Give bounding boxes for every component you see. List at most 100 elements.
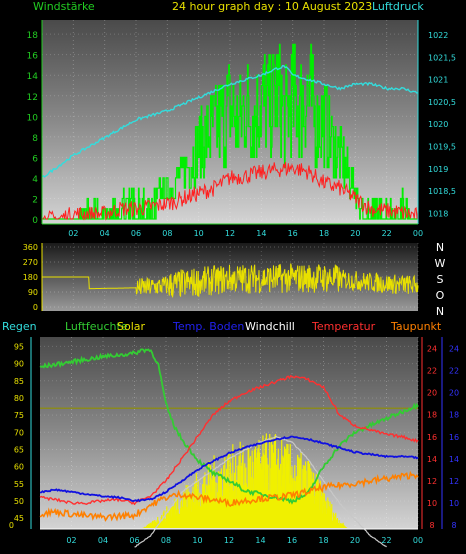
- temp-time-tick-label: 02: [66, 536, 76, 545]
- pressure-tick-label: 1018: [428, 210, 448, 219]
- soil-temp-tick-label: 14: [449, 455, 459, 464]
- temp-time-tick-label: 14: [255, 536, 265, 545]
- compass-label: S: [437, 273, 444, 286]
- soil-temp-tick-label: 24: [449, 345, 459, 354]
- soil-temp-tick-label: 16: [449, 433, 459, 442]
- temperature-tick-label: 18: [427, 411, 437, 420]
- time-tick-label: 18: [319, 229, 329, 238]
- humidity-tick-label: 85: [14, 377, 24, 386]
- time-tick-label: 08: [162, 229, 172, 238]
- humidity-tick-label: 70: [14, 428, 24, 437]
- wind-axis-title: Windstärke: [33, 0, 95, 13]
- wind-gust-line: [42, 43, 418, 220]
- pressure-tick-label: 1021: [428, 76, 448, 85]
- soil-temp-tick-label: 18: [449, 411, 459, 420]
- humidity-tick-label: 75: [14, 411, 24, 420]
- humidity-tick-label: 60: [14, 463, 24, 472]
- compass-label: N: [436, 241, 444, 254]
- temperature-tick-label: 12: [427, 477, 437, 486]
- temp-time-tick-label: 06: [129, 536, 139, 545]
- direction-tick-label: 0: [33, 303, 38, 312]
- wind-tick-label: 12: [27, 93, 38, 103]
- legend-luftfeuchte: Luftfeuchte: [65, 320, 128, 333]
- direction-tick-label: 360: [23, 243, 38, 252]
- temp-time-tick-label: 12: [224, 536, 234, 545]
- temperature-tick-label: 14: [427, 455, 437, 464]
- dewpoint-line: [39, 470, 419, 522]
- temperature-tick-label: 20: [427, 389, 437, 398]
- wind-tick-label: 2: [32, 195, 38, 205]
- direction-tick-label: 180: [23, 273, 38, 282]
- temperature-tick-label: 24: [427, 345, 437, 354]
- time-tick-label: 02: [68, 229, 78, 238]
- wind-average-line: [42, 162, 419, 221]
- humidity-tick-label: 65: [14, 445, 24, 454]
- pressure-tick-label: 1018,5: [428, 187, 456, 196]
- soil-temp-tick-label: 8: [451, 521, 456, 530]
- temperature-line: [39, 374, 419, 506]
- compass-label: O: [436, 289, 445, 302]
- windchill-line: [134, 435, 387, 548]
- compass-label: W: [435, 257, 446, 270]
- wind-tick-label: 14: [27, 72, 39, 82]
- time-tick-label: 22: [382, 229, 392, 238]
- legend-windchill: Windchill: [245, 320, 295, 333]
- legend-temperatur: Temperatur: [311, 320, 376, 333]
- legend-regen: Regen: [2, 320, 37, 333]
- humidity-tick-label: 0: [9, 521, 14, 530]
- wind-tick-label: 6: [32, 154, 38, 164]
- temperature-humidity-panel: 045 50 55 60 65 70 75 80 85 90 95 8 10 12 14 16 18 20 22 24…: [9, 337, 459, 548]
- time-tick-label: 04: [100, 229, 110, 238]
- humidity-tick-label: 50: [14, 497, 24, 506]
- wind-pressure-panel: 02468101214161810181018,510191019,510201…: [27, 20, 456, 238]
- temp-time-tick-label: 04: [98, 536, 108, 545]
- time-tick-label: 06: [131, 229, 141, 238]
- pressure-tick-label: 1020: [428, 120, 448, 129]
- time-tick-label: 14: [256, 229, 266, 238]
- wind-tick-label: 0: [32, 216, 38, 226]
- wind-tick-label: 16: [27, 52, 39, 62]
- pressure-tick-label: 1021,5: [428, 53, 456, 62]
- temp-time-tick-label: 18: [318, 536, 328, 545]
- temperature-tick-label: 16: [427, 433, 437, 442]
- humidity-line: [39, 348, 419, 505]
- legend-temp-boden: Temp. Boden: [172, 320, 244, 333]
- wind-tick-label: 18: [27, 31, 39, 41]
- temp-time-tick-label: 00: [413, 536, 423, 545]
- humidity-tick-label: 55: [14, 480, 24, 489]
- time-tick-label: 12: [225, 229, 235, 238]
- time-tick-label: 00: [413, 229, 423, 238]
- legend-solar: Solar: [117, 320, 146, 333]
- pressure-tick-label: 1019,5: [428, 143, 456, 152]
- wind-tick-label: 4: [32, 175, 38, 185]
- temperature-tick-label: 22: [427, 367, 437, 376]
- compass-label: N: [436, 305, 444, 318]
- pressure-tick-label: 1022: [428, 31, 448, 40]
- legend-taupunkt: Taupunkt: [390, 320, 442, 333]
- time-tick-label: 10: [194, 229, 204, 238]
- soil-temp-tick-label: 10: [449, 499, 459, 508]
- temp-time-tick-label: 16: [287, 536, 297, 545]
- humidity-tick-label: 95: [14, 342, 24, 351]
- wind-tick-label: 8: [32, 134, 38, 144]
- soil-temp-tick-label: 12: [449, 477, 459, 486]
- humidity-tick-label: 80: [14, 394, 24, 403]
- temp-time-tick-label: 20: [350, 536, 360, 545]
- temperature-tick-label: 8: [429, 521, 434, 530]
- wind-tick-label: 10: [27, 113, 39, 123]
- time-tick-label: 20: [350, 229, 360, 238]
- soil-temp-tick-label: 22: [449, 367, 459, 376]
- time-tick-label: 16: [288, 229, 298, 238]
- humidity-tick-label: 45: [14, 514, 24, 523]
- direction-tick-label: 270: [23, 258, 38, 267]
- temp-time-tick-label: 10: [192, 536, 202, 545]
- pressure-tick-label: 1019: [428, 165, 448, 174]
- pressure-line: [41, 64, 419, 178]
- chart-title: 24 hour graph day : 10 August 2023: [172, 0, 372, 13]
- direction-tick-label: 90: [28, 288, 38, 297]
- soil-line: [39, 435, 419, 503]
- pressure-tick-label: 1020,5: [428, 98, 456, 107]
- humidity-tick-label: 90: [14, 360, 24, 369]
